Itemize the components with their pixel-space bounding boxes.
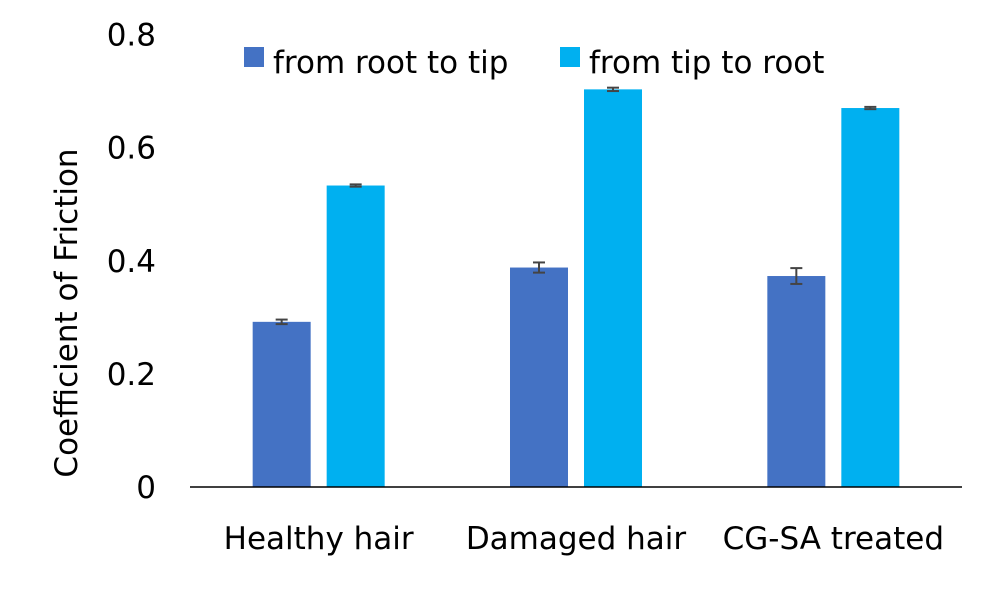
bar-root-to-tip: [510, 267, 568, 487]
legend-label-root-to-tip: from root to tip: [273, 45, 508, 81]
x-tick-label: Damaged hair: [466, 521, 687, 557]
y-tick-label: 0.2: [107, 357, 156, 393]
legend-label-tip-to-root: from tip to root: [589, 45, 824, 81]
error-bar: [864, 105, 877, 111]
bar-tip-to-root: [584, 89, 642, 487]
y-tick-label: 0.6: [107, 131, 156, 167]
legend-swatch-root-to-tip: [244, 47, 264, 67]
legend-swatch-tip-to-root: [560, 47, 580, 67]
bar-tip-to-root: [841, 108, 900, 487]
y-tick-label: 0.8: [107, 18, 156, 54]
error-bar: [790, 267, 803, 285]
legend: from root to tip from tip to root: [244, 45, 824, 81]
bar-root-to-tip: [252, 321, 311, 487]
error-bar: [533, 261, 545, 274]
y-tick-label: 0: [136, 470, 156, 506]
x-tick-label: CG-SA treated: [723, 521, 944, 557]
y-tick-label: 0.4: [107, 244, 156, 280]
error-bar: [275, 318, 288, 326]
error-bar: [349, 183, 362, 188]
x-tick-label: Healthy hair: [224, 521, 414, 557]
bar-tip-to-root: [326, 185, 385, 487]
bar-root-to-tip: [767, 276, 826, 487]
y-axis-label: Coefficient of Friction: [49, 148, 85, 477]
error-bar: [607, 86, 619, 93]
